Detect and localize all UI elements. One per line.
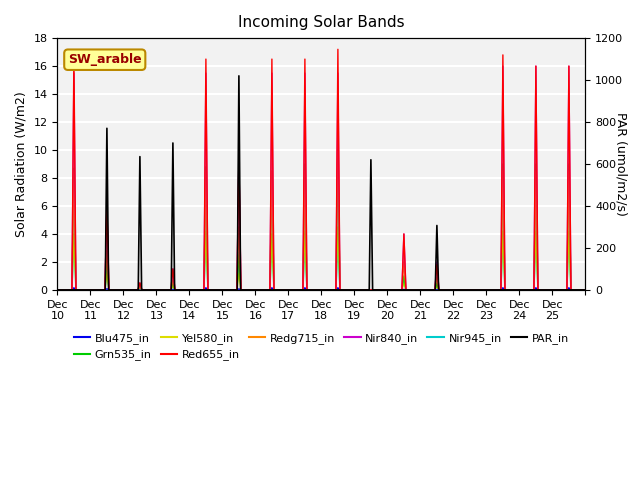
Y-axis label: Solar Radiation (W/m2): Solar Radiation (W/m2) [15,91,28,237]
Legend: Blu475_in, Grn535_in, Yel580_in, Red655_in, Redg715_in, Nir840_in, Nir945_in, PA: Blu475_in, Grn535_in, Yel580_in, Red655_… [69,329,573,365]
Text: SW_arable: SW_arable [68,53,141,66]
Y-axis label: PAR (umol/m2/s): PAR (umol/m2/s) [614,112,628,216]
Title: Incoming Solar Bands: Incoming Solar Bands [238,15,404,30]
